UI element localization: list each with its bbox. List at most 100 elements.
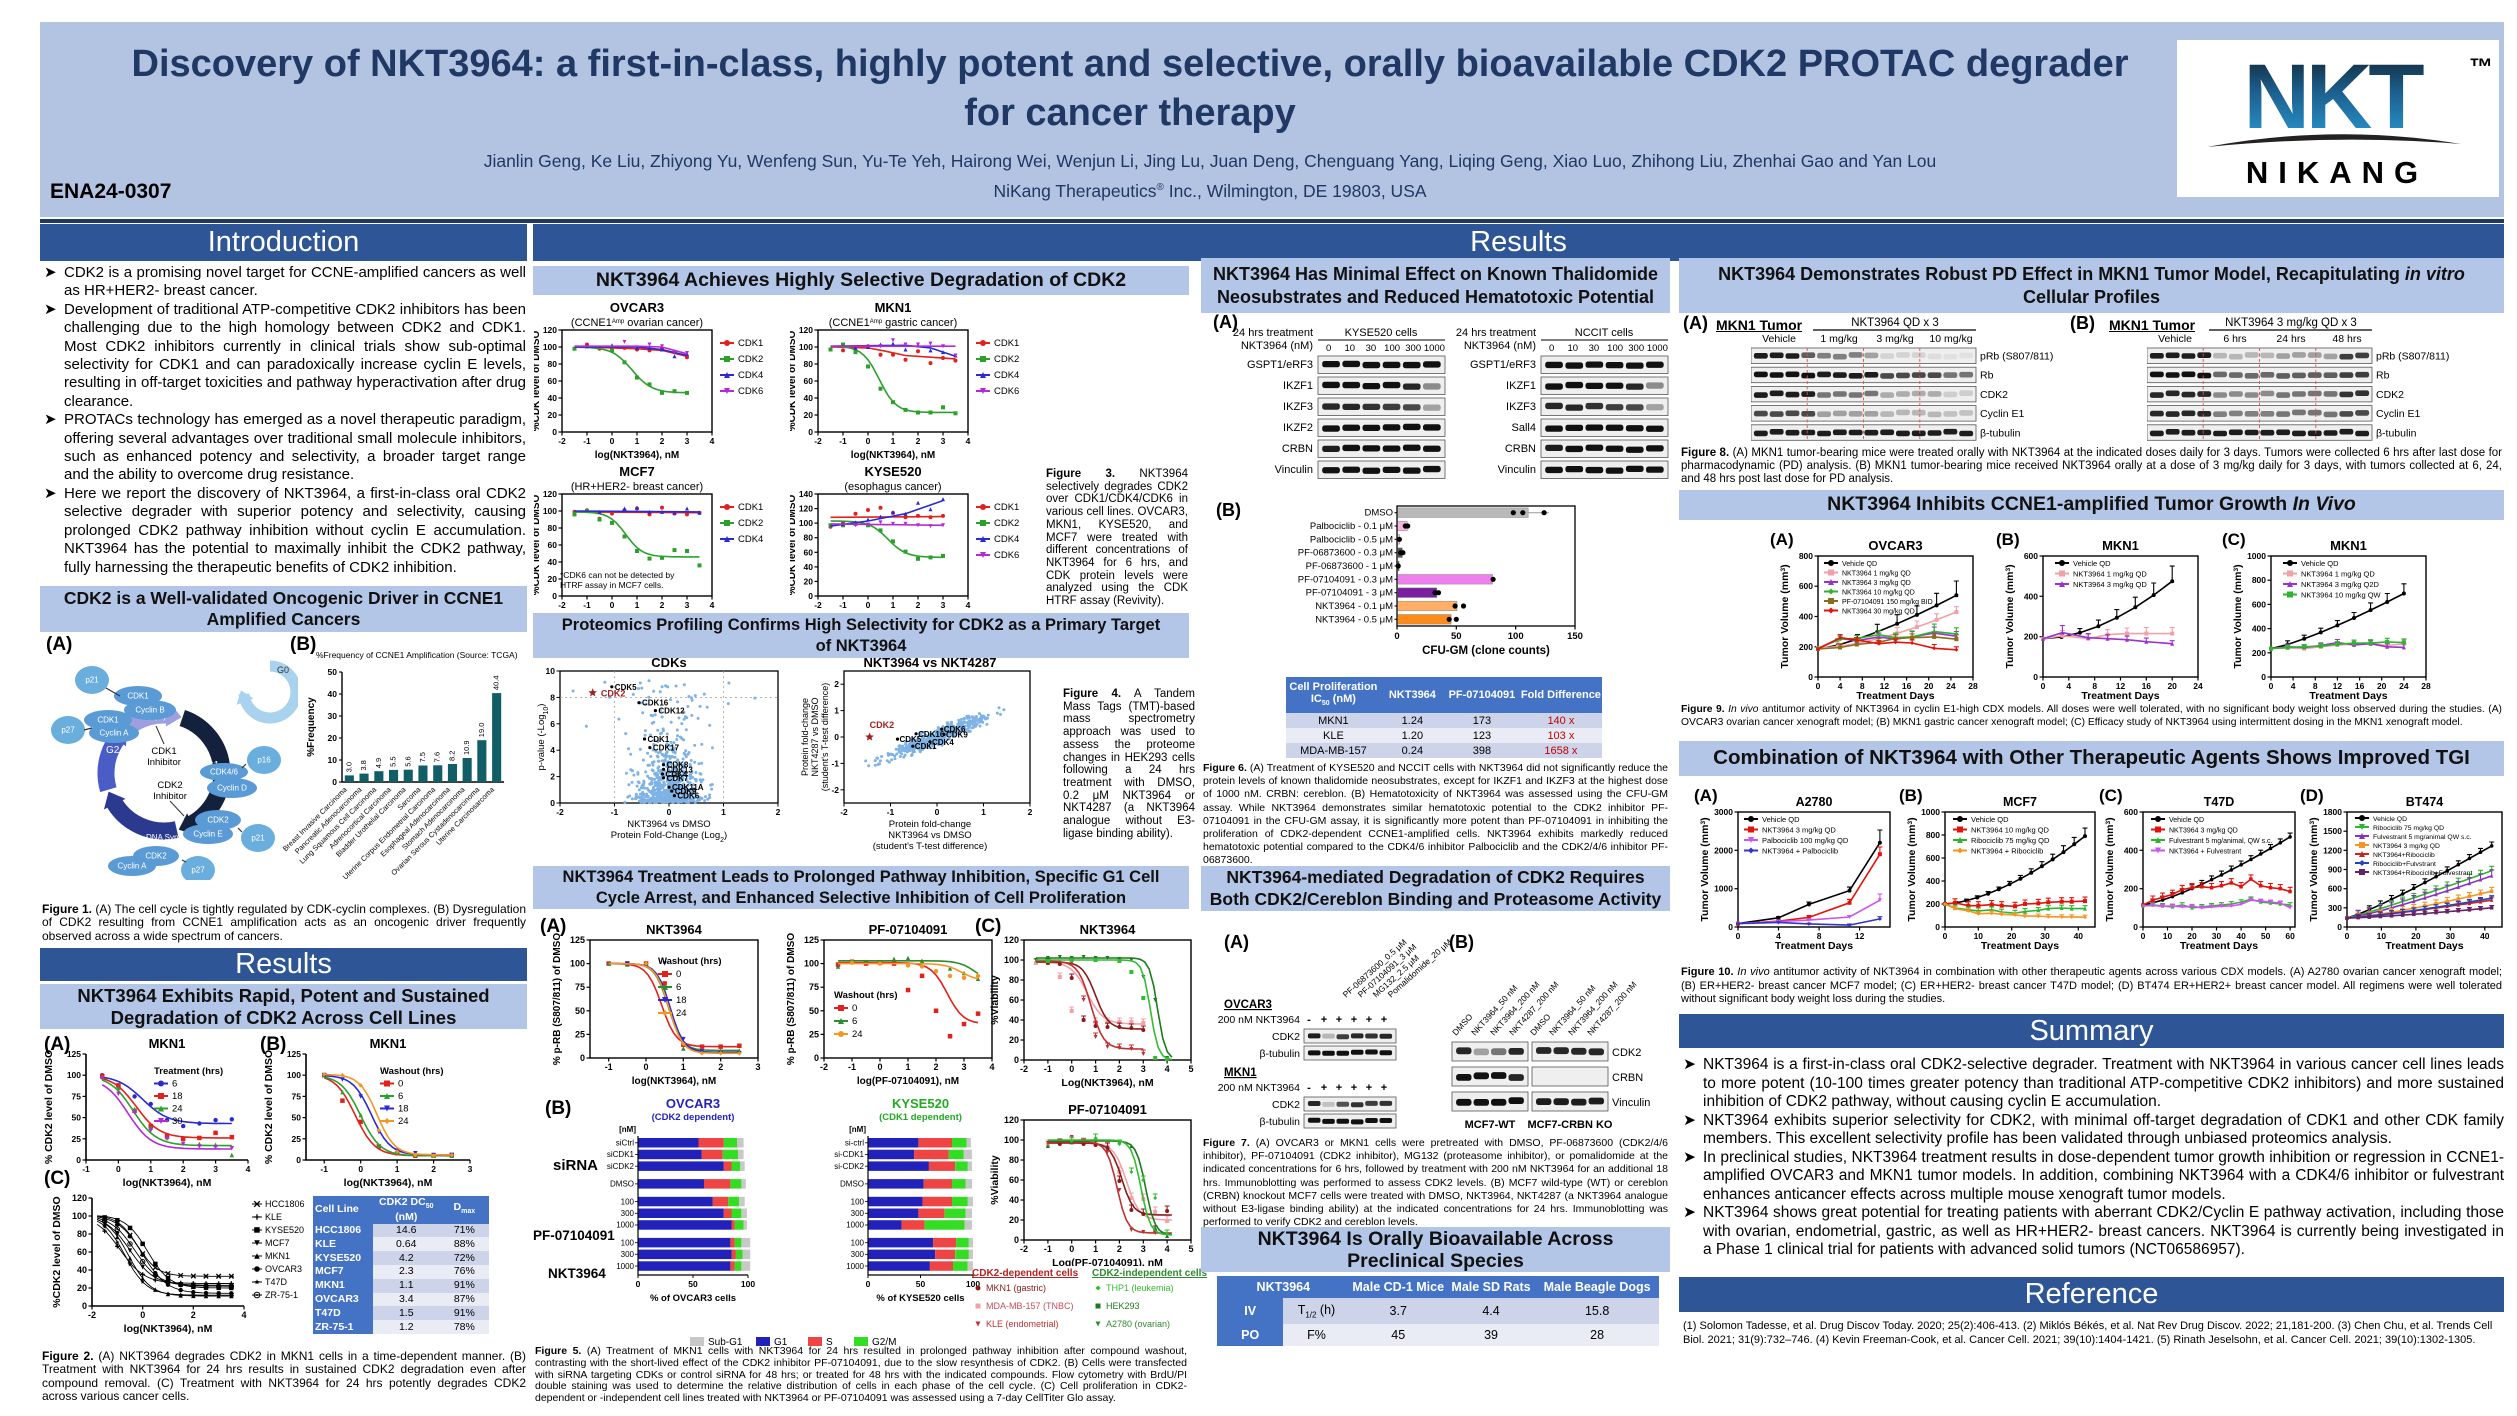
svg-text:-2: -2 xyxy=(814,600,822,610)
svg-text:NKT3964 3 mg/kg QD: NKT3964 3 mg/kg QD xyxy=(1842,580,1911,587)
svg-text:12: 12 xyxy=(2116,681,2126,691)
svg-text:NKT3964 1 mg/kg QD: NKT3964 1 mg/kg QD xyxy=(2073,570,2147,579)
svg-text:1000: 1000 xyxy=(2247,551,2266,561)
svg-text:Inhibitor: Inhibitor xyxy=(153,791,187,802)
svg-text:NKT3964 vs DMSO: NKT3964 vs DMSO xyxy=(627,819,710,830)
svg-text:CDK6: CDK6 xyxy=(738,386,763,397)
svg-text:CDK9: CDK9 xyxy=(946,730,968,739)
svg-text:% CDK2 level of DMSO: % CDK2 level of DMSO xyxy=(44,1050,55,1164)
svg-text:800: 800 xyxy=(1926,830,1940,840)
svg-text:75: 75 xyxy=(575,982,585,992)
svg-text:Fulvestrant 5 mg/animal QW s.c: Fulvestrant 5 mg/animal QW s.c. xyxy=(2373,834,2472,841)
svg-text:™: ™ xyxy=(2469,54,2493,81)
svg-text:3: 3 xyxy=(961,1062,966,1072)
svg-text:24 hrs treatment: 24 hrs treatment xyxy=(1233,327,1313,339)
svg-text:0: 0 xyxy=(852,1003,857,1014)
svg-text:30: 30 xyxy=(2212,931,2222,941)
svg-text:Vehicle QD: Vehicle QD xyxy=(2073,559,2111,568)
svg-text:30: 30 xyxy=(1589,343,1600,354)
svg-text:β-tubulin: β-tubulin xyxy=(1260,1048,1301,1060)
svg-text:Tumor Volume (mm3): Tumor Volume (mm3) xyxy=(1906,817,1918,921)
svg-text:900: 900 xyxy=(2328,865,2342,875)
svg-text:4: 4 xyxy=(1165,1244,1170,1254)
svg-text:Vehicle QD: Vehicle QD xyxy=(1971,815,2009,824)
svg-text:NKT3964 1 mg/kg QD: NKT3964 1 mg/kg QD xyxy=(2301,570,2375,579)
svg-text:600: 600 xyxy=(2252,599,2266,609)
svg-text:1800: 1800 xyxy=(2323,807,2342,817)
svg-text:200: 200 xyxy=(1926,899,1940,909)
svg-text:MKN1: MKN1 xyxy=(2102,538,2139,553)
svg-text:MKN1: MKN1 xyxy=(1224,1067,1257,1079)
svg-text:-2: -2 xyxy=(831,785,839,795)
svg-text:25: 25 xyxy=(575,1029,585,1039)
svg-text:NKT: NKT xyxy=(2243,46,2424,148)
svg-text:NKT3964 vs NKT4287: NKT3964 vs NKT4287 xyxy=(864,655,997,670)
svg-text:2: 2 xyxy=(191,1310,196,1320)
svg-text:G2: G2 xyxy=(106,745,120,756)
svg-text:Cyclin E: Cyclin E xyxy=(193,830,222,839)
svg-text:0: 0 xyxy=(1069,1064,1074,1074)
svg-text:400: 400 xyxy=(1926,876,1940,886)
svg-text:log(NKT3964), nM: log(NKT3964), nM xyxy=(851,450,935,461)
svg-text:GSPT1/eRF3: GSPT1/eRF3 xyxy=(1470,359,1536,371)
svg-text:0: 0 xyxy=(610,436,615,446)
svg-text:19.0: 19.0 xyxy=(477,723,486,738)
svg-text:1: 1 xyxy=(148,1164,153,1174)
svg-text:p-value (-Log10): p-value (-Log10) xyxy=(536,704,550,771)
svg-text:MKN1: MKN1 xyxy=(2330,538,2367,553)
svg-text:1000: 1000 xyxy=(1714,884,1733,894)
svg-text:0: 0 xyxy=(1549,343,1554,354)
svg-text:NKT3964: NKT3964 xyxy=(646,922,702,937)
svg-text:CDK4: CDK4 xyxy=(666,770,688,779)
svg-text:100: 100 xyxy=(741,1279,755,1289)
svg-text:Washout (hrs): Washout (hrs) xyxy=(658,956,722,967)
svg-text:3: 3 xyxy=(468,1164,473,1174)
svg-text:Cyclin E1: Cyclin E1 xyxy=(1980,408,2025,420)
svg-text:MKN1 (gastric): MKN1 (gastric) xyxy=(986,1283,1046,1293)
svg-text:4: 4 xyxy=(966,600,971,610)
svg-text:48 hrs: 48 hrs xyxy=(2332,333,2361,345)
svg-text:-: - xyxy=(1307,1082,1311,1094)
svg-text:(CCNE1Amp gastric cancer): (CCNE1Amp gastric cancer) xyxy=(829,317,958,329)
svg-text:Treatment Days: Treatment Days xyxy=(2081,690,2159,702)
svg-text:2: 2 xyxy=(550,772,555,782)
svg-text:140: 140 xyxy=(799,489,813,499)
svg-text:-1: -1 xyxy=(848,1062,856,1072)
svg-text:20: 20 xyxy=(2377,681,2387,691)
svg-text:CDK2-dependent cells: CDK2-dependent cells xyxy=(972,1268,1079,1279)
svg-text:CDK9: CDK9 xyxy=(675,787,697,796)
svg-text:β-tubulin: β-tubulin xyxy=(1260,1116,1301,1128)
svg-text:3: 3 xyxy=(685,436,690,446)
svg-text:Ribociclib 75 mg/kg QD: Ribociclib 75 mg/kg QD xyxy=(2373,825,2444,832)
svg-text:log(NKT3964), nM: log(NKT3964), nM xyxy=(595,450,679,461)
svg-text:-1: -1 xyxy=(831,758,839,768)
svg-text:600: 600 xyxy=(2124,807,2138,817)
svg-text:Tumor Volume (mm3): Tumor Volume (mm3) xyxy=(1779,564,1791,668)
svg-text:KYSE520 cells: KYSE520 cells xyxy=(1345,327,1418,339)
svg-text:CDK4: CDK4 xyxy=(738,534,763,545)
svg-text:Vehicle: Vehicle xyxy=(2158,333,2192,345)
svg-text:16: 16 xyxy=(1902,681,1912,691)
svg-text:T47D: T47D xyxy=(2204,795,2235,809)
svg-text:0: 0 xyxy=(834,732,839,742)
svg-text:0: 0 xyxy=(332,777,337,787)
svg-text:7.5: 7.5 xyxy=(418,752,427,762)
svg-text:10: 10 xyxy=(1974,931,1984,941)
svg-text:60: 60 xyxy=(804,547,814,557)
svg-text:600: 600 xyxy=(2328,884,2342,894)
svg-text:10: 10 xyxy=(328,755,338,765)
svg-text:40: 40 xyxy=(2074,931,2084,941)
svg-text:28: 28 xyxy=(1968,681,1978,691)
svg-text:400: 400 xyxy=(2252,624,2266,634)
svg-text:0: 0 xyxy=(636,1279,641,1289)
svg-text:DMSO: DMSO xyxy=(610,1180,634,1189)
svg-text:1: 1 xyxy=(981,807,986,817)
svg-text:200: 200 xyxy=(2124,884,2138,894)
svg-text:Cyclin A: Cyclin A xyxy=(100,729,130,738)
svg-text:-2: -2 xyxy=(556,807,564,817)
svg-text:CDK1: CDK1 xyxy=(97,716,119,725)
svg-text:p27: p27 xyxy=(191,866,205,875)
svg-text:CDK11A: CDK11A xyxy=(672,783,704,792)
svg-text:30: 30 xyxy=(1366,343,1377,354)
svg-text:18: 18 xyxy=(172,1091,183,1102)
